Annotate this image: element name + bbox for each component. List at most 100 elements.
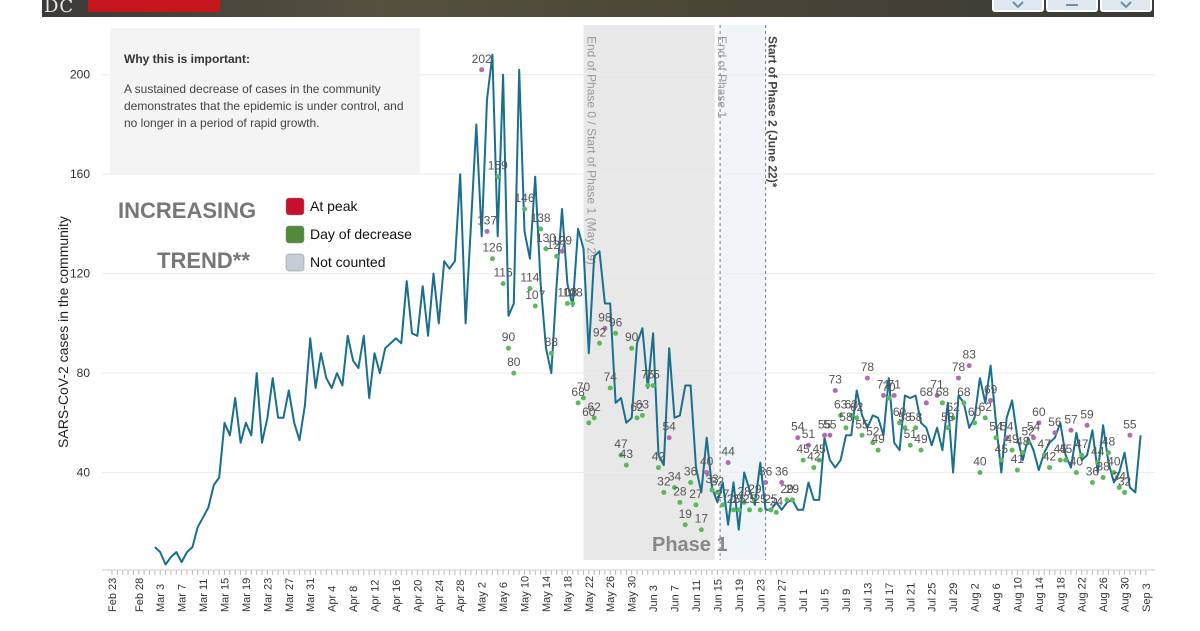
view-button[interactable]: [1046, 0, 1098, 12]
data-point-decrease: [688, 479, 694, 485]
vline-label-end-phase1: End of Phase 1: [715, 36, 729, 118]
data-point-decrease: [1025, 440, 1031, 446]
note-body: A sustained decrease of cases in the com…: [124, 82, 404, 130]
data-label: 47: [1075, 437, 1089, 451]
data-point-decrease: [505, 345, 511, 351]
minus-icon: [1066, 4, 1078, 6]
x-tick-label: Apr 12: [370, 580, 382, 612]
data-point-peak: [966, 363, 972, 369]
data-label: 48: [1016, 435, 1030, 449]
x-axis: Feb 23 Feb 28 Mar 3 Mar 7 Mar 11 Mar 15 Mar 19…: [102, 569, 1155, 612]
data-point-decrease: [907, 442, 913, 448]
data-label: 58: [839, 410, 853, 424]
data-label: 27: [689, 487, 703, 501]
data-point-decrease: [773, 509, 779, 515]
data-point-peak: [1004, 435, 1010, 441]
data-point-decrease: [854, 415, 860, 421]
data-point-peak: [484, 228, 490, 234]
x-tick-label: Jun 19: [734, 579, 746, 612]
data-label: 55: [1123, 417, 1137, 431]
x-tick-label: Jul 13: [862, 583, 874, 612]
x-tick-label: Apr 20: [412, 580, 424, 612]
data-label: 68: [957, 385, 971, 399]
data-label: 114: [520, 271, 539, 285]
x-tick-label: Jul 29: [948, 583, 960, 612]
x-tick-label: Aug 22: [1077, 577, 1089, 612]
data-point-decrease: [1063, 457, 1069, 463]
data-label: 29: [748, 482, 762, 496]
data-label: 75: [646, 368, 660, 382]
data-point-decrease: [1089, 479, 1095, 485]
data-point-decrease: [1100, 475, 1106, 481]
data-point-decrease: [489, 256, 495, 262]
x-tick-label: Aug 30: [1120, 577, 1132, 612]
data-point-decrease: [495, 174, 501, 180]
data-label: 63: [636, 397, 650, 411]
data-label: 25: [764, 492, 778, 506]
data-label: 55: [855, 417, 869, 431]
data-point-decrease: [527, 286, 533, 292]
data-point-decrease: [1009, 447, 1015, 453]
data-label: 146: [515, 191, 535, 205]
phase-band-0: [583, 25, 715, 560]
data-label: 70: [882, 380, 896, 394]
data-label: 126: [482, 241, 502, 255]
data-point-decrease: [623, 462, 629, 468]
data-point-decrease: [698, 527, 704, 533]
data-point-decrease: [757, 507, 763, 513]
chevron-down-icon: [1120, 1, 1132, 9]
data-label: 62: [850, 400, 864, 414]
data-point-peak: [955, 375, 961, 381]
data-point-peak: [805, 442, 811, 448]
data-point-decrease: [661, 489, 667, 495]
data-label: 43: [620, 447, 634, 461]
data-point-decrease: [998, 457, 1004, 463]
y-tick-label: 200: [70, 68, 90, 82]
x-tick-label: Mar 19: [241, 578, 253, 612]
data-point-decrease: [693, 502, 699, 508]
data-label: 42: [652, 450, 666, 464]
data-point-decrease: [714, 489, 720, 495]
note-title: Why this is important:: [124, 52, 250, 66]
data-point-decrease: [816, 457, 822, 463]
data-label: 58: [941, 410, 955, 424]
phase-label: Phase 1: [652, 534, 728, 556]
data-label: 34: [1113, 469, 1127, 483]
data-point-peak: [1052, 430, 1058, 436]
data-label: 41: [1011, 452, 1025, 466]
data-point-decrease: [538, 226, 544, 232]
data-label: 60: [582, 405, 596, 419]
download-button[interactable]: [992, 0, 1044, 12]
legend-swatch: [285, 253, 305, 272]
data-point-decrease: [1047, 465, 1053, 471]
data-label: 129: [552, 233, 572, 247]
data-label: 32: [711, 474, 725, 488]
data-label: 45: [813, 442, 827, 456]
data-label: 25: [743, 492, 757, 506]
expand-button[interactable]: [1100, 0, 1152, 12]
data-label: 88: [545, 335, 559, 349]
data-point-peak: [795, 435, 801, 441]
data-label: 71: [930, 377, 944, 391]
data-point-decrease: [789, 497, 795, 503]
top-banner: DC: [42, 0, 1154, 17]
legend-label: Day of decrease: [310, 226, 412, 242]
chevron-down-icon: [1012, 1, 1024, 9]
data-label: 25: [754, 492, 768, 506]
data-point-decrease: [913, 425, 919, 431]
data-label: 47: [1038, 437, 1052, 451]
data-point-decrease: [838, 412, 844, 418]
data-label: 52: [866, 425, 880, 439]
x-tick-label: May 22: [584, 576, 596, 612]
legend-label: Not counted: [310, 254, 386, 270]
data-label: 32: [1118, 474, 1132, 488]
data-point-decrease: [532, 303, 538, 309]
data-label: 107: [525, 288, 545, 302]
x-tick-label: Mar 31: [305, 578, 317, 612]
data-point-decrease: [564, 300, 570, 306]
phase-bands: [583, 25, 766, 560]
data-label: 130: [536, 231, 556, 245]
data-label: 75: [641, 368, 655, 382]
data-label: 55: [823, 417, 837, 431]
